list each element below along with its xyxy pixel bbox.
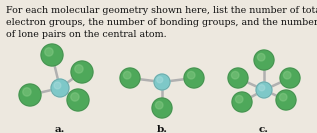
Circle shape (157, 77, 163, 83)
Circle shape (154, 74, 170, 90)
Circle shape (19, 84, 41, 106)
Circle shape (75, 65, 83, 73)
Circle shape (257, 53, 265, 61)
Circle shape (256, 82, 272, 98)
Text: c.: c. (259, 125, 269, 133)
Text: b.: b. (157, 125, 167, 133)
Circle shape (283, 71, 291, 79)
Circle shape (51, 79, 69, 97)
Circle shape (232, 92, 252, 112)
Circle shape (45, 48, 53, 56)
Circle shape (71, 93, 79, 101)
Circle shape (155, 101, 163, 109)
Circle shape (254, 50, 274, 70)
Circle shape (184, 68, 204, 88)
Circle shape (276, 90, 296, 110)
Circle shape (187, 71, 195, 79)
Circle shape (231, 71, 239, 79)
Circle shape (152, 98, 172, 118)
Circle shape (120, 68, 140, 88)
Circle shape (41, 44, 63, 66)
Circle shape (228, 68, 248, 88)
Circle shape (236, 95, 243, 103)
Circle shape (54, 82, 61, 89)
Text: For each molecular geometry shown here, list the number of total
electron groups: For each molecular geometry shown here, … (6, 6, 317, 39)
Text: a.: a. (55, 125, 65, 133)
Circle shape (279, 93, 287, 101)
Circle shape (259, 85, 265, 91)
Circle shape (67, 89, 89, 111)
Circle shape (23, 88, 31, 96)
Circle shape (280, 68, 300, 88)
Circle shape (71, 61, 93, 83)
Circle shape (123, 71, 131, 79)
